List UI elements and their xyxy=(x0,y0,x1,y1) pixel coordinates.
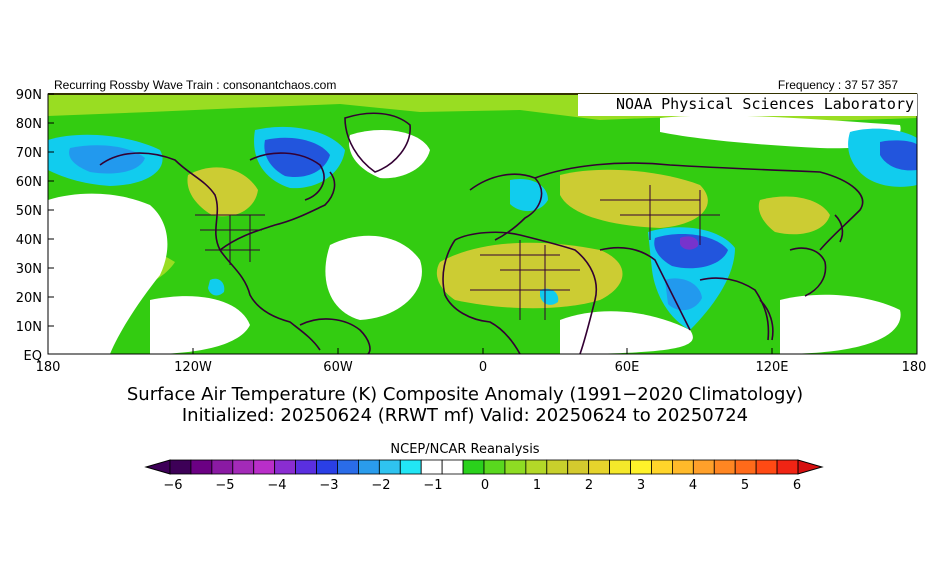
anomaly-purple-tibet xyxy=(680,236,699,250)
colorbar-swatch xyxy=(316,459,338,475)
anomaly-blue-india xyxy=(665,278,702,311)
lon-label-120w: 120W xyxy=(174,360,212,375)
lat-label-10n: 10N xyxy=(16,320,42,335)
axis-ticks xyxy=(48,93,773,354)
lon-label-0: 0 xyxy=(479,360,487,375)
colorbar-tick-label: 1 xyxy=(532,478,542,493)
anomaly-blue-alaska xyxy=(69,145,145,174)
map-source-credit: Recurring Rossby Wave Train : consonantc… xyxy=(54,78,337,92)
colorbar-swatch xyxy=(755,459,778,475)
anomaly-white-arctic-east xyxy=(660,115,901,149)
colorbar-swatch xyxy=(713,459,736,475)
colorbar-swatch xyxy=(672,459,694,475)
colorbar-swatch xyxy=(692,459,715,475)
anomaly-blue-tibet xyxy=(654,234,728,269)
colorbar-tick-label: 0 xyxy=(480,478,490,493)
colorbar-swatch xyxy=(441,459,464,475)
anomaly-blue-siberia xyxy=(880,140,917,171)
colorbar-tick-label: −5 xyxy=(215,478,235,493)
anomaly-yellow-eurasia xyxy=(560,169,708,228)
map-subtitle: Initialized: 20250624 (RRWT mf) Valid: 2… xyxy=(181,405,749,426)
map-title: Surface Air Temperature (K) Composite An… xyxy=(126,384,804,405)
lat-label-70n: 70N xyxy=(16,146,42,161)
anomaly-cyan-scandinavia xyxy=(510,178,548,212)
colorbar-swatch xyxy=(399,459,422,475)
colorbar-tick-label: −6 xyxy=(163,478,183,493)
colorbar-swatch xyxy=(253,459,276,475)
anomaly-yellow-canada xyxy=(187,167,258,217)
colorbar-tick-label: −2 xyxy=(371,478,391,493)
lat-label-40n: 40N xyxy=(16,233,42,248)
anomaly-white-indian-ocean xyxy=(560,311,693,354)
colorbar xyxy=(144,459,824,475)
lon-label-180w: 180 xyxy=(36,360,61,375)
anomaly-white-tropical-pacific xyxy=(150,296,250,354)
colorbar-tick-label: −4 xyxy=(267,478,287,493)
frequency-label: Frequency : 37 57 357 xyxy=(777,78,898,92)
anomaly-cyan-mexico xyxy=(208,278,225,296)
lat-label-eq: EQ xyxy=(24,349,42,364)
colorbar-swatch xyxy=(734,459,757,475)
colorbar-over-arrow xyxy=(797,459,824,475)
colorbar-swatch xyxy=(462,459,485,475)
noaa-credit: NOAA Physical Sciences Laboratory xyxy=(615,95,914,113)
colorbar-swatch xyxy=(630,459,652,475)
colorbar-swatch xyxy=(274,459,296,475)
credit-box xyxy=(578,94,917,116)
colorbar-swatch xyxy=(483,459,506,475)
colorbar-tick-label: −3 xyxy=(319,478,339,493)
lat-label-50n: 50N xyxy=(16,204,42,219)
colorbar-swatch xyxy=(588,459,611,475)
colorbar-source: NCEP/NCAR Reanalysis xyxy=(390,442,540,457)
colorbar-swatch xyxy=(357,459,380,475)
colorbar-tick-label: 3 xyxy=(636,478,646,493)
colorbar-swatch xyxy=(378,459,401,475)
lat-label-60n: 60N xyxy=(16,175,42,190)
anomaly-white-atlantic xyxy=(325,235,422,320)
lat-label-30n: 30N xyxy=(16,262,42,277)
colorbar-swatch xyxy=(609,459,631,475)
lat-label-80n: 80N xyxy=(16,117,42,132)
lat-label-20n: 20N xyxy=(16,291,42,306)
colorbar-swatch xyxy=(190,459,213,475)
colorbar-swatch xyxy=(776,459,799,475)
colorbar-swatch xyxy=(232,459,255,475)
anomaly-yellow-east-asia xyxy=(758,196,830,235)
colorbar-swatch xyxy=(169,459,192,475)
anomaly-yellow-sahara xyxy=(436,242,623,309)
colorbar-tick-label: 2 xyxy=(584,478,594,493)
colorbar-swatch xyxy=(651,459,673,475)
colorbar-swatch xyxy=(567,459,590,475)
colorbar-swatch xyxy=(337,459,359,475)
anomaly-white-greenland xyxy=(349,130,430,179)
coastlines xyxy=(99,112,864,354)
anomaly-white-pacific xyxy=(48,193,168,354)
lon-label-60w: 60W xyxy=(323,360,353,375)
colorbar-tick-label: 4 xyxy=(688,478,698,493)
colorbar-swatch xyxy=(420,459,443,475)
colorbar-swatch xyxy=(504,459,527,475)
lon-label-60e: 60E xyxy=(615,360,640,375)
colorbar-tick-label: 5 xyxy=(740,478,750,493)
lon-label-180e: 180 xyxy=(902,360,927,375)
colorbar-tick-label: 6 xyxy=(792,478,802,493)
colorbar-swatch xyxy=(525,459,548,475)
colorbar-swatch xyxy=(211,459,234,475)
colorbar-under-arrow xyxy=(144,459,171,475)
colorbar-swatch xyxy=(546,459,569,475)
lat-label-90n: 90N xyxy=(16,88,42,103)
colorbar-tick-label: −1 xyxy=(423,478,443,493)
colorbar-swatch xyxy=(295,459,317,475)
lon-label-120e: 120E xyxy=(755,360,788,375)
anomaly-blue-hudson xyxy=(264,137,330,178)
anomaly-white-west-pacific xyxy=(780,294,901,354)
